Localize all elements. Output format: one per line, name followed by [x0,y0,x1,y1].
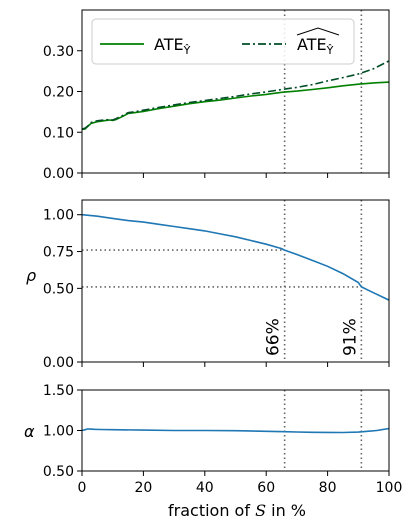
ytick-label: 0.75 [43,245,74,261]
alpha-axes-frame [81,389,390,472]
ytick-label: 1.00 [43,208,74,224]
xlabel-before: fraction of [168,501,255,520]
series-line-1-0 [81,213,390,301]
ytick-label: 0.00 [43,355,74,371]
ate-yticks: 0.00 0.10 0.20 0.30 [43,44,82,182]
alpha-ylabel: α [24,422,35,441]
xtick-label: 100 [376,480,403,496]
series-line-0-1 [81,60,390,130]
xtick-label: 40 [196,480,214,496]
series-line-0-0 [81,81,390,131]
rho-vlines [82,200,363,362]
xtick-label: 0 [78,480,87,496]
alpha-series [81,427,390,434]
legend-ate-text: ATE [154,35,184,54]
series-line-2-0 [81,427,390,434]
rho-series [81,213,390,301]
ate-xticks [81,173,390,178]
ytick-label: 1.50 [43,383,74,399]
annotation-66: 66% [264,318,284,356]
ytick-label: 0.10 [43,125,74,141]
ytick-label: 0.20 [43,85,74,101]
ytick-label: 0.00 [43,166,74,182]
xlabel-after: in % [266,501,306,520]
legend-ate-hat-sub: Ŷ [326,44,334,57]
legend-label-ate-hat: ATEŶ [297,35,334,57]
ate-series [81,60,390,131]
alpha-yticks: 0.50 1.00 1.50 [43,383,82,480]
rho-axes-frame [81,199,390,363]
ate-panel: 0.000.100.200.30 ATEŶ ATEŶ [43,9,390,182]
rho-panel: 0.00 0.50 0.75 1.00 66% 91% ρ [26,199,390,371]
ate-legend: ATEŶ ATEŶ [91,18,355,65]
alpha-panel: 0.50 1.00 1.50 0 20 40 60 80 100 α fraction of … [24,383,402,520]
legend-ate-sub: Ŷ [183,44,191,57]
legend-label-ate: ATEŶ [154,35,191,57]
rho-ylabel: ρ [26,266,36,285]
legend-box [91,18,355,65]
rho-xticks [81,362,390,367]
xtick-label: 20 [134,480,152,496]
annotation-91: 91% [340,318,360,356]
alpha-vlines [283,390,363,471]
x-axis-title: fraction of S in % [168,501,306,520]
rho-yticks: 0.00 0.50 0.75 1.00 [43,208,82,371]
xtick-label: 60 [257,480,275,496]
alpha-xticks: 0 20 40 60 80 100 [78,471,403,496]
wide-hat-icon [296,27,340,36]
xtick-label: 80 [319,480,337,496]
ate-axes-frame [81,9,390,174]
ytick-label: 0.50 [43,464,74,480]
xlabel-symbol: S [255,501,266,520]
ytick-label: 1.00 [43,424,74,440]
legend-ate-hat-text: ATE [297,35,327,54]
ytick-label: 0.30 [43,44,74,60]
ytick-label: 0.50 [43,281,74,297]
